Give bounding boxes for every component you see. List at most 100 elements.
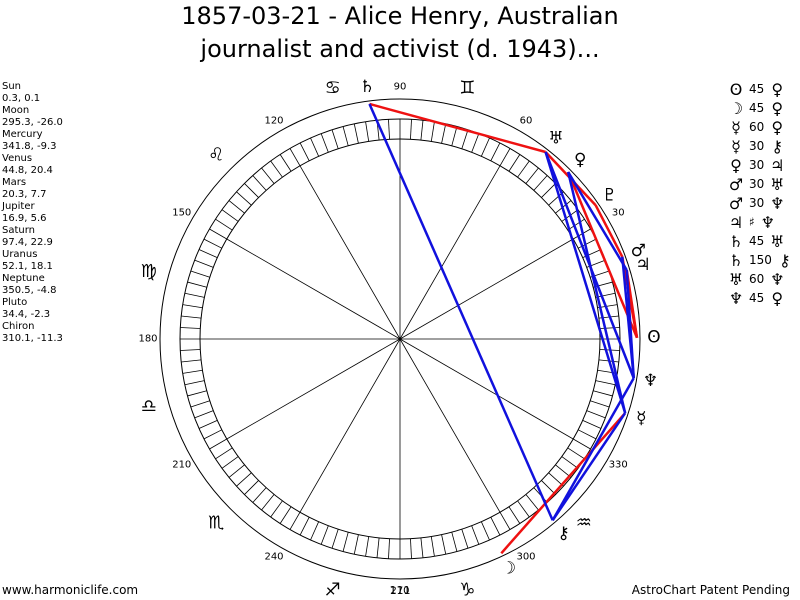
planet-glyph-icon: ♅ xyxy=(728,270,744,289)
degree-tick xyxy=(365,121,370,142)
planet-glyph-icon: ☽ xyxy=(728,99,744,118)
degree-tick xyxy=(184,292,205,298)
planet-glyph-icon: ☿ xyxy=(731,137,741,156)
degree-tick xyxy=(353,123,359,144)
planet-glyph-icon: ♆ xyxy=(770,270,785,289)
degree-tick xyxy=(365,536,370,557)
house-spoke xyxy=(226,238,401,340)
aspect-line xyxy=(544,151,627,414)
degree-tick xyxy=(451,126,458,146)
degree-tick xyxy=(198,249,218,259)
degree-tick xyxy=(561,456,579,469)
degree-tick xyxy=(461,129,469,149)
degree-tick xyxy=(320,525,329,545)
degree-tick xyxy=(215,447,233,460)
degree-label: 330 xyxy=(609,460,628,471)
aspect-value: ♯ xyxy=(749,215,755,229)
planet-glyph-icon: ♅ xyxy=(770,175,785,194)
degree-tick xyxy=(599,327,620,329)
planet-name: Mercury xyxy=(2,129,43,140)
aspect-value: 60 xyxy=(749,272,765,286)
degree-tick xyxy=(180,327,201,329)
wheel-ring xyxy=(159,98,641,580)
aspect-value: 150 xyxy=(749,253,772,267)
degree-tick xyxy=(228,464,245,478)
aspect-line xyxy=(369,102,546,154)
planet-glyphs: ʘ ☽ ☿ ♀ ♂♃ ♄ ♅ ♆ ♇ ⚷ xyxy=(360,77,661,579)
planet-coords: 0.3, 0.1 xyxy=(2,93,41,104)
aspect-value: 45 xyxy=(749,101,765,115)
degree-tick xyxy=(499,512,511,530)
aspect-value: 30 xyxy=(749,139,765,153)
capricorn-sign-icon: ♑ xyxy=(459,580,475,600)
degree-tick xyxy=(471,133,480,153)
sun-planet-icon: ʘ xyxy=(647,328,660,348)
planet-name: Neptune xyxy=(2,273,45,284)
degree-tick xyxy=(270,160,283,178)
degree-tick xyxy=(221,456,239,469)
degree-tick xyxy=(410,538,412,559)
degree-tick xyxy=(310,137,320,157)
virgo-sign-icon: ♍ xyxy=(141,261,157,282)
degree-tick xyxy=(388,119,390,140)
aspect-value: 30 xyxy=(749,158,765,172)
degree-tick xyxy=(410,119,412,140)
aspect-list: ʘ 45 ♀ ☽ 45 ♀ ☿ 60 ♀ ☿ 30 ⚷ ♀ 30 ♃ ♂ 30 ♅ ♂ 30 ♆ ♃ ♯ ♆ ♄… xyxy=(726,80,798,308)
degree-tick xyxy=(490,142,501,161)
saturn-planet-icon: ♄ xyxy=(360,77,375,97)
degree-tick xyxy=(567,218,585,231)
degree-tick xyxy=(541,183,556,198)
aspect-value: 30 xyxy=(749,196,765,210)
degree-tick xyxy=(180,349,201,351)
house-spoke xyxy=(299,338,401,513)
degree-tick xyxy=(353,534,359,555)
aspect-line xyxy=(621,256,635,379)
planet-glyph-icon: ♀ xyxy=(771,118,784,137)
planet-glyph-icon: ♆ xyxy=(770,194,785,213)
degree-label: 90 xyxy=(394,82,407,93)
degree-tick xyxy=(461,529,469,549)
planet-glyph-icon: ⚷ xyxy=(779,251,791,270)
mercury-planet-icon: ☿ xyxy=(636,408,646,428)
planet-glyph-icon: ♂ xyxy=(728,175,744,194)
degree-tick xyxy=(508,506,521,524)
planet-name: Uranus xyxy=(2,249,38,260)
planet-name: Mars xyxy=(2,177,27,188)
aspect-lines xyxy=(368,102,639,555)
degree-tick xyxy=(331,529,339,549)
planet-coords: 310.1, -11.3 xyxy=(2,333,63,344)
house-spoke xyxy=(399,238,574,340)
planet-glyph-icon: ♃ xyxy=(728,213,744,232)
aspect-line xyxy=(368,103,554,521)
planet-glyph-icon: ♀ xyxy=(771,99,784,118)
wheel-ring xyxy=(179,118,621,560)
degree-tick xyxy=(181,359,202,363)
aspect-value: 60 xyxy=(749,120,765,134)
degree-tick xyxy=(236,191,252,206)
house-spoke xyxy=(226,338,401,440)
degree-tick xyxy=(209,228,227,240)
degree-tick xyxy=(525,494,539,511)
degree-tick xyxy=(388,538,390,559)
website-link[interactable]: www.harmoniclife.com xyxy=(2,583,139,597)
degree-tick xyxy=(555,464,572,478)
degree-tick xyxy=(420,120,424,141)
degree-tick xyxy=(252,487,267,503)
aspect-line xyxy=(551,412,627,521)
degree-tick xyxy=(270,500,283,518)
aspect-line xyxy=(567,171,628,271)
degree-tick xyxy=(573,438,591,450)
jupiter-planet-icon: ♃ xyxy=(635,255,650,275)
planet-coords: 20.3, 7.7 xyxy=(2,189,47,200)
neptune-planet-icon: ♆ xyxy=(643,371,658,391)
planet-glyph-icon: ♆ xyxy=(728,289,744,308)
planet-glyph-icon: ♄ xyxy=(728,251,744,270)
title-line-1: 1857-03-21 - Alice Henry, Australian xyxy=(181,2,619,30)
aspect-line xyxy=(567,171,639,339)
degree-tick xyxy=(209,438,227,450)
degree-tick xyxy=(578,429,597,440)
degree-tick xyxy=(261,167,275,184)
planet-coords: 52.1, 18.1 xyxy=(2,261,53,272)
house-spoke xyxy=(299,165,401,340)
degree-tick xyxy=(236,472,252,487)
